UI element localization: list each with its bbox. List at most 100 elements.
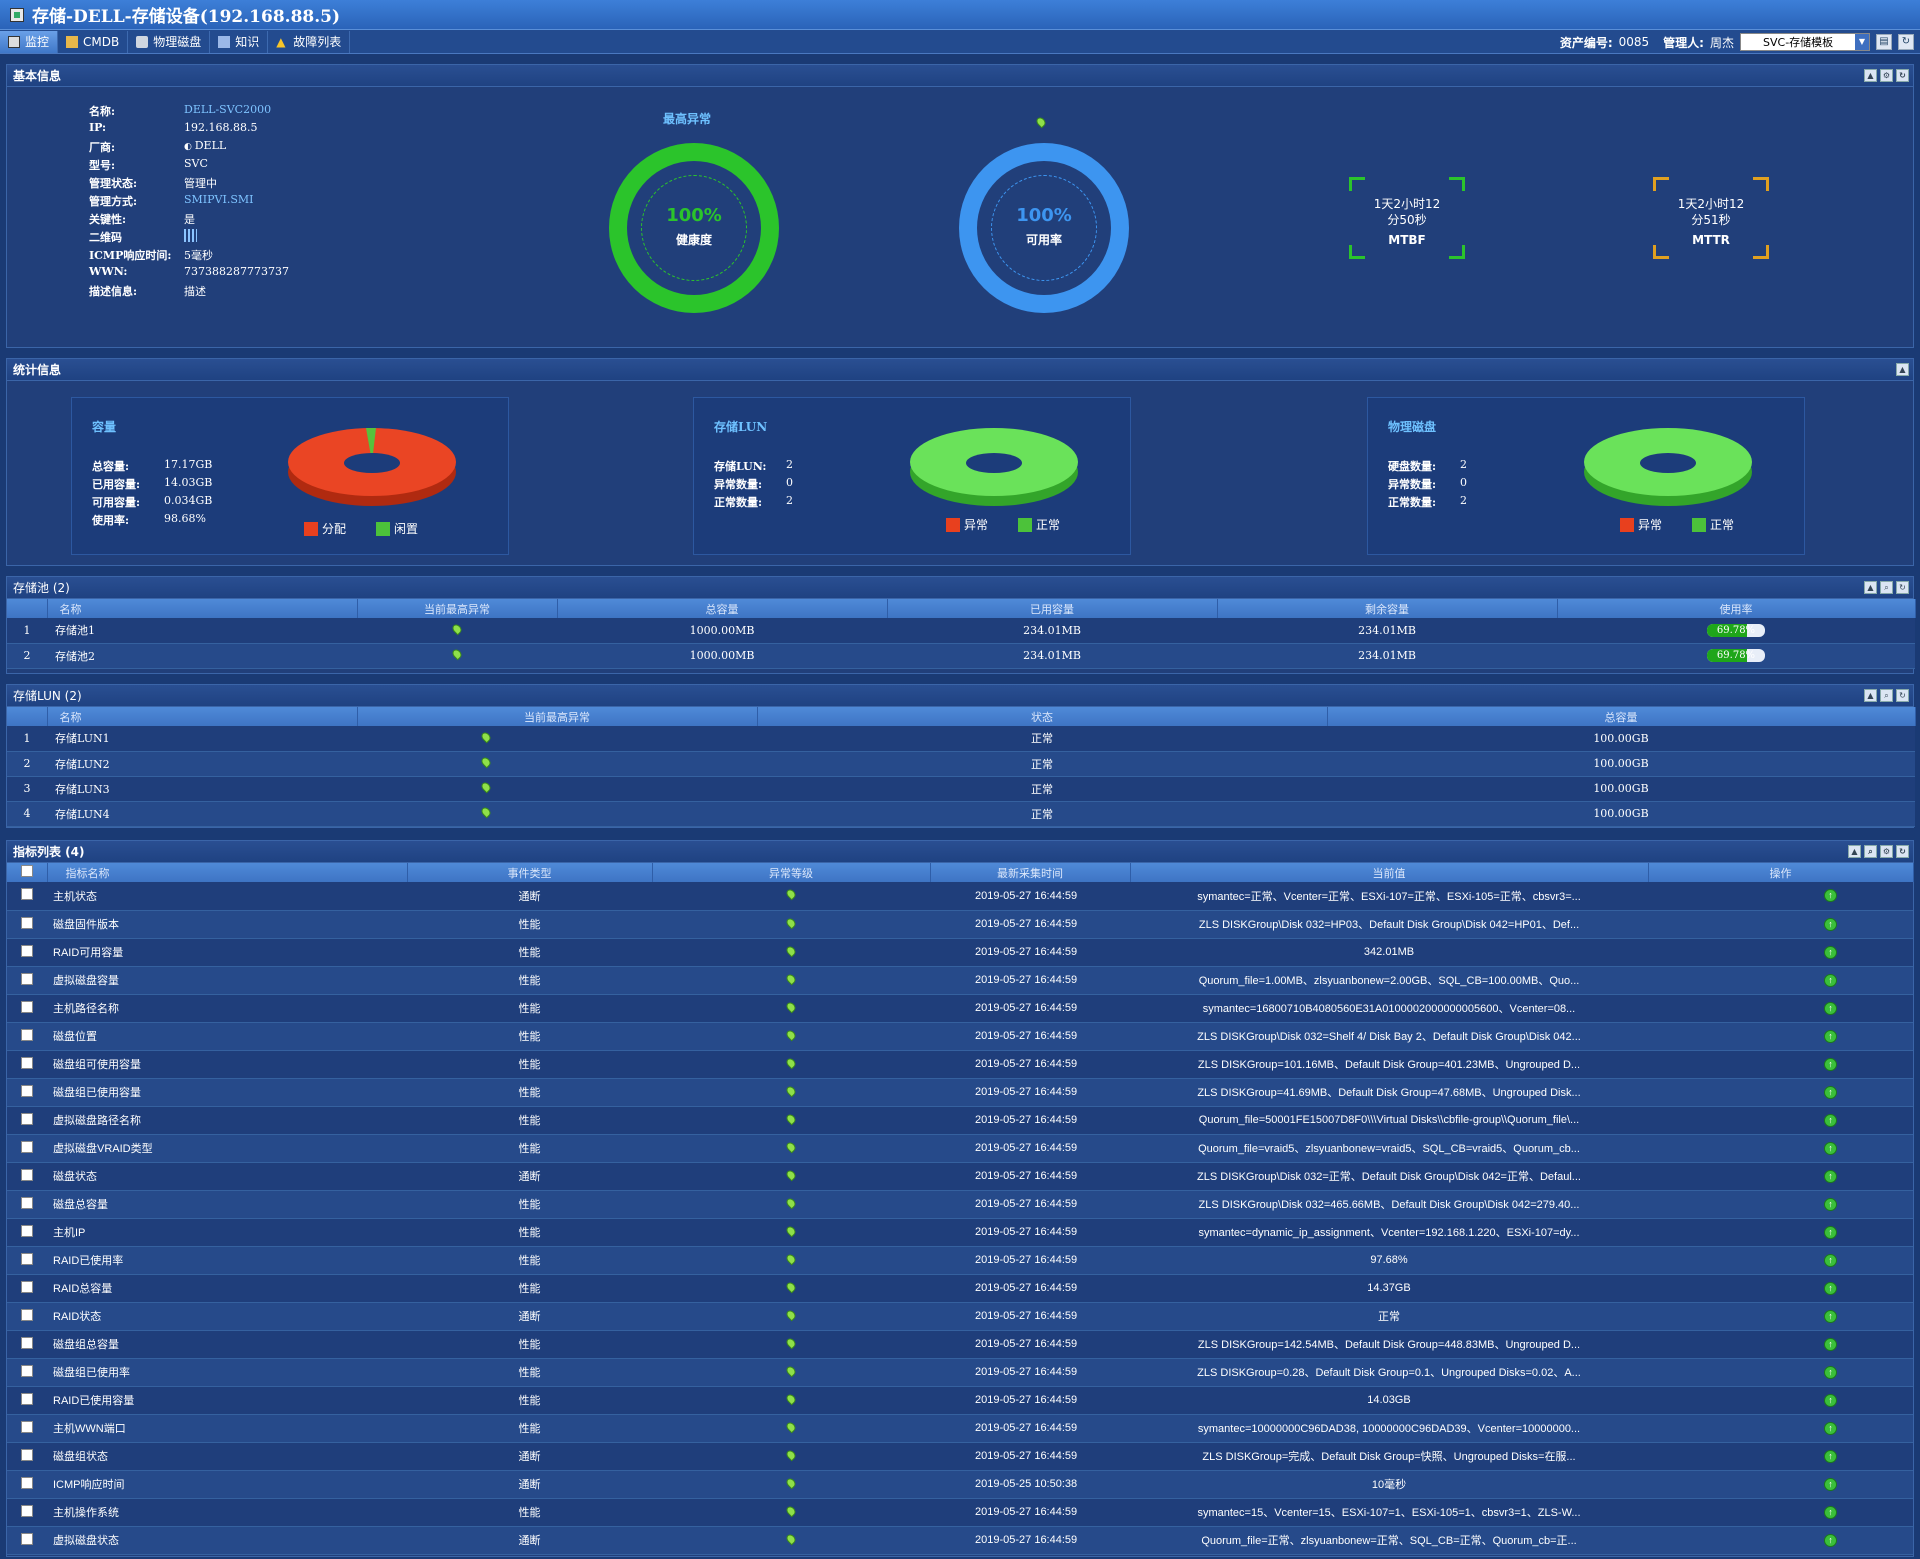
- metric-name[interactable]: 虚拟磁盘路径名称: [47, 1106, 407, 1135]
- row-checkbox[interactable]: [21, 1168, 33, 1181]
- template-select[interactable]: SVC-存储模板 ▼: [1740, 33, 1870, 51]
- metric-name[interactable]: RAID可用容量: [47, 938, 407, 967]
- action-icon[interactable]: ↑: [1824, 1169, 1837, 1183]
- table-row[interactable]: 磁盘组总容量 性能 2019-05-27 16:44:59 ZLS DISKGroup…: [7, 1330, 1913, 1359]
- tab-fault-list[interactable]: ▲ 故障列表: [268, 30, 351, 53]
- table-row[interactable]: 磁盘位置 性能 2019-05-27 16:44:59 ZLS DISKGroup\D…: [7, 1022, 1913, 1051]
- refresh-icon[interactable]: ↻: [1896, 845, 1909, 858]
- qrcode-icon[interactable]: [184, 229, 197, 242]
- table-row[interactable]: 主机路径名称 性能 2019-05-27 16:44:59 symantec=1680…: [7, 994, 1913, 1023]
- row-checkbox[interactable]: [21, 1000, 33, 1013]
- row-checkbox[interactable]: [21, 1392, 33, 1405]
- row-checkbox[interactable]: [21, 1476, 33, 1489]
- pool-name[interactable]: 存储池1: [47, 618, 357, 644]
- table-row[interactable]: RAID总容量 性能 2019-05-27 16:44:59 14.37GB ↑: [7, 1274, 1913, 1303]
- col-header[interactable]: 总容量: [557, 599, 888, 618]
- tab-cmdb[interactable]: CMDB: [58, 30, 129, 53]
- table-row[interactable]: 磁盘状态 通断 2019-05-27 16:44:59 ZLS DISKGroup\D…: [7, 1162, 1913, 1191]
- row-checkbox[interactable]: [21, 1084, 33, 1097]
- table-row[interactable]: RAID状态 通断 2019-05-27 16:44:59 正常 ↑: [7, 1302, 1913, 1331]
- table-row[interactable]: 虚拟磁盘路径名称 性能 2019-05-27 16:44:59 Quorum_file…: [7, 1106, 1913, 1135]
- collapse-icon[interactable]: ▲: [1864, 69, 1877, 82]
- lun-name[interactable]: 存储LUN3: [47, 776, 357, 802]
- col-header[interactable]: 使用率: [1557, 599, 1916, 618]
- legend-item[interactable]: 正常: [1018, 516, 1060, 533]
- action-icon[interactable]: ↑: [1824, 1141, 1837, 1155]
- metric-name[interactable]: 虚拟磁盘容量: [47, 966, 407, 995]
- collapse-icon[interactable]: ▲: [1848, 845, 1861, 858]
- action-icon[interactable]: ↑: [1824, 889, 1837, 903]
- action-icon[interactable]: ↑: [1824, 1225, 1837, 1239]
- action-icon[interactable]: ↑: [1824, 1533, 1837, 1547]
- action-icon[interactable]: ↑: [1824, 1057, 1837, 1071]
- action-icon[interactable]: ↑: [1824, 1365, 1837, 1379]
- metric-name[interactable]: 主机状态: [47, 882, 407, 911]
- row-checkbox[interactable]: [21, 1196, 33, 1209]
- select-all-checkbox[interactable]: [20, 865, 33, 877]
- table-row[interactable]: 主机操作系统 性能 2019-05-27 16:44:59 symantec=15、V…: [7, 1498, 1913, 1527]
- legend-item[interactable]: 闲置: [376, 520, 418, 537]
- legend-item[interactable]: 分配: [304, 520, 346, 537]
- table-row[interactable]: 3 存储LUN3 正常 100.00GB: [7, 776, 1915, 802]
- row-checkbox[interactable]: [21, 1420, 33, 1433]
- table-row[interactable]: 主机状态 通断 2019-05-27 16:44:59 symantec=正常、Vce…: [7, 882, 1913, 911]
- table-row[interactable]: 磁盘组状态 通断 2019-05-27 16:44:59 ZLS DISKGroup=…: [7, 1442, 1913, 1471]
- col-header[interactable]: 当前值: [1130, 863, 1649, 882]
- metric-name[interactable]: RAID已使用率: [47, 1246, 407, 1275]
- refresh-icon[interactable]: ↻: [1896, 581, 1909, 594]
- collapse-icon[interactable]: ▲: [1896, 363, 1909, 376]
- lun-name[interactable]: 存储LUN4: [47, 801, 357, 827]
- metric-name[interactable]: 磁盘组已使用容量: [47, 1078, 407, 1107]
- action-icon[interactable]: ↑: [1824, 1421, 1837, 1435]
- action-icon[interactable]: ↑: [1824, 973, 1837, 987]
- table-row[interactable]: 1 存储LUN1 正常 100.00GB: [7, 726, 1915, 752]
- table-row[interactable]: 主机IP 性能 2019-05-27 16:44:59 symantec=dynami…: [7, 1218, 1913, 1247]
- action-icon[interactable]: ↑: [1824, 1309, 1837, 1323]
- row-checkbox[interactable]: [21, 1112, 33, 1125]
- table-row[interactable]: 2 存储池2 1000.00MB 234.01MB 234.01MB 69.78…: [7, 643, 1915, 669]
- metric-name[interactable]: RAID状态: [47, 1302, 407, 1331]
- table-row[interactable]: 磁盘固件版本 性能 2019-05-27 16:44:59 ZLS DISKGroup…: [7, 910, 1913, 939]
- action-icon[interactable]: ↑: [1824, 917, 1837, 931]
- refresh-icon[interactable]: ↻: [1896, 69, 1909, 82]
- action-icon[interactable]: ↑: [1824, 1505, 1837, 1519]
- legend-item[interactable]: 异常: [946, 516, 988, 533]
- metric-name[interactable]: RAID已使用容量: [47, 1386, 407, 1415]
- table-row[interactable]: 磁盘组可使用容量 性能 2019-05-27 16:44:59 ZLS DISKGro…: [7, 1050, 1913, 1079]
- action-icon[interactable]: ↑: [1824, 945, 1837, 959]
- table-row[interactable]: 磁盘组已使用率 性能 2019-05-27 16:44:59 ZLS DISKGrou…: [7, 1358, 1913, 1387]
- col-header[interactable]: 指标名称: [47, 863, 408, 882]
- metric-name[interactable]: 磁盘组已使用率: [47, 1358, 407, 1387]
- table-row[interactable]: 虚拟磁盘VRAID类型 性能 2019-05-27 16:44:59 Quorum_f…: [7, 1134, 1913, 1163]
- collapse-icon[interactable]: ▲: [1864, 581, 1877, 594]
- table-row[interactable]: 2 存储LUN2 正常 100.00GB: [7, 751, 1915, 777]
- row-checkbox[interactable]: [21, 1252, 33, 1265]
- info-value[interactable]: SMIPVI.SMI: [184, 193, 254, 206]
- tab-monitor[interactable]: 监控: [0, 30, 59, 53]
- row-checkbox[interactable]: [21, 972, 33, 985]
- table-row[interactable]: 虚拟磁盘容量 性能 2019-05-27 16:44:59 Quorum_file=1…: [7, 966, 1913, 995]
- pool-name[interactable]: 存储池2: [47, 643, 357, 669]
- info-value[interactable]: DELL-SVC2000: [184, 103, 272, 116]
- legend-item[interactable]: 正常: [1692, 516, 1734, 533]
- table-row[interactable]: RAID已使用率 性能 2019-05-27 16:44:59 97.68% ↑: [7, 1246, 1913, 1275]
- metric-name[interactable]: 磁盘位置: [47, 1022, 407, 1051]
- gear-icon[interactable]: ⚙: [1880, 845, 1893, 858]
- row-checkbox[interactable]: [21, 1140, 33, 1153]
- table-row[interactable]: RAID已使用容量 性能 2019-05-27 16:44:59 14.03GB ↑: [7, 1386, 1913, 1415]
- col-header[interactable]: 剩余容量: [1217, 599, 1558, 618]
- action-icon[interactable]: ↑: [1824, 1197, 1837, 1211]
- row-checkbox[interactable]: [21, 916, 33, 929]
- table-row[interactable]: 4 存储LUN4 正常 100.00GB: [7, 801, 1915, 827]
- metric-name[interactable]: 主机操作系统: [47, 1498, 407, 1527]
- action-icon[interactable]: ↑: [1824, 1477, 1837, 1491]
- search-icon[interactable]: ⌕: [1864, 845, 1877, 858]
- col-header[interactable]: 当前最高异常: [357, 599, 558, 618]
- col-header[interactable]: 状态: [757, 707, 1328, 726]
- col-header[interactable]: 已用容量: [887, 599, 1218, 618]
- export-icon[interactable]: ▤: [1876, 34, 1892, 50]
- action-icon[interactable]: ↑: [1824, 1281, 1837, 1295]
- refresh-icon[interactable]: ↻: [1898, 34, 1914, 50]
- row-checkbox[interactable]: [21, 1504, 33, 1517]
- col-header[interactable]: 名称: [47, 599, 358, 618]
